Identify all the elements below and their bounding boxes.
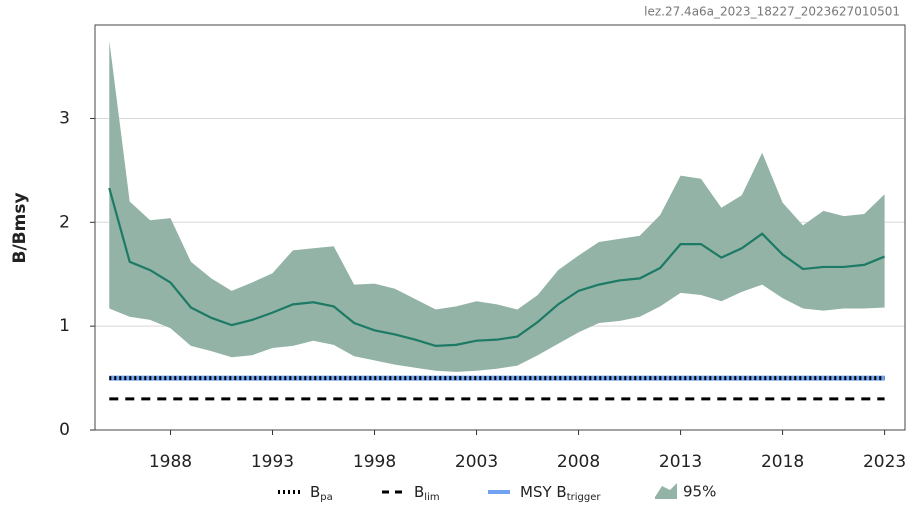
legend-label: Blim [414,483,440,504]
legend-swatch [655,483,677,499]
legend-label: MSY Btrigger [520,483,601,504]
x-tick-label: 1988 [149,452,192,472]
x-tick-label: 2003 [455,452,498,472]
legend-label-main: MSY B [520,483,567,501]
x-tick-label: 1998 [353,452,396,472]
legend-label-main: B [414,483,424,501]
y-axis-label: B/Bmsy [10,192,30,263]
x-tick-label: 1993 [251,452,294,472]
x-tick-label: 2013 [659,452,702,472]
plot-frame [94,24,906,431]
y-tick-label: 3 [59,108,70,128]
legend-label: Bpa [310,483,333,504]
legend-label: 95% [683,483,716,501]
legend-label-sub: pa [320,492,332,503]
x-tick-label: 2018 [761,452,804,472]
x-tick-label: 2023 [863,452,906,472]
x-tick-label: 2008 [557,452,600,472]
legend-label-sub: trigger [567,492,602,503]
y-tick-label: 2 [59,212,70,232]
legend-label-sub: lim [424,492,439,503]
y-tick-label: 1 [59,316,70,336]
confidence-band [109,40,885,372]
line [108,187,886,347]
y-tick-label: 0 [59,420,70,440]
legend-label-main: B [310,483,320,501]
chart-subtitle: lez.27.4a6a_2023_18227_2023627010501 [644,5,900,19]
